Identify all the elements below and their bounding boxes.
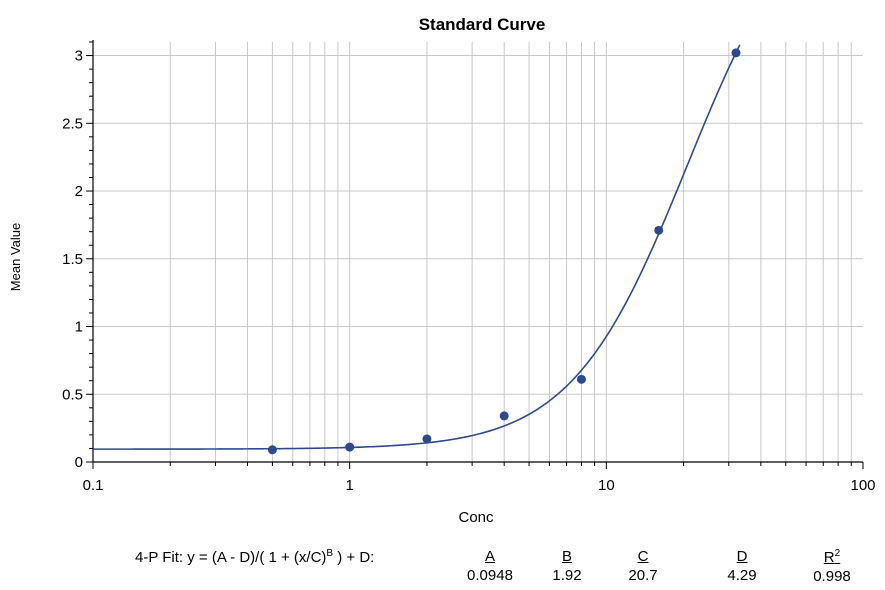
y-tick-label: 3 [75, 48, 83, 65]
param-c-name: C [637, 548, 649, 565]
param-r2-name: R2 [797, 548, 867, 566]
x-tick-label: 0.1 [83, 477, 104, 494]
grid-lines [93, 42, 863, 462]
x-tick-label: 100 [850, 477, 875, 494]
param-d-value: 4.29 [727, 567, 757, 584]
param-d-name: D [736, 548, 748, 565]
data-point [422, 434, 432, 444]
y-tick-label: 2.5 [62, 115, 83, 132]
param-r2-value: 0.998 [813, 568, 851, 585]
y-tick-label: 0.5 [62, 386, 83, 403]
param-r2-letter: R [823, 549, 835, 566]
y-tick-label: 0 [75, 454, 83, 471]
y-tick-label: 1 [75, 319, 83, 336]
data-point [345, 442, 355, 452]
param-b-value: 1.92 [552, 567, 582, 584]
data-point [654, 225, 664, 235]
data-point [576, 374, 586, 384]
data-point [731, 48, 741, 58]
param-d: D 4.29 [707, 548, 777, 584]
data-point [499, 411, 509, 421]
param-b: B 1.92 [532, 548, 602, 584]
param-a: A 0.0948 [455, 548, 525, 584]
fit-curve-layer [92, 44, 741, 450]
fit-equation: 4-P Fit: y = (A - D)/( 1 + (x/C)B ) + D: [135, 548, 374, 566]
data-point [267, 445, 277, 455]
param-a-value: 0.0948 [467, 567, 513, 584]
param-c-value: 20.7 [628, 567, 658, 584]
param-c: C 20.7 [608, 548, 678, 584]
param-a-name: A [484, 548, 495, 565]
param-r2: R2 0.998 [797, 548, 867, 585]
param-r2-exponent: 2 [834, 548, 841, 559]
fit-curve [92, 44, 741, 450]
axes: 0.1 1 10 100 0 0.5 1 1.5 2 2.5 3 [62, 40, 876, 494]
standard-curve-chart: Standard Curve 0.1 1 10 100 0 0.5 1 1.5 2 2.5 3 Co… [8, 15, 876, 526]
y-tick-label: 2 [75, 183, 83, 200]
x-tick-label: 1 [345, 477, 353, 494]
data-points [267, 48, 741, 455]
fit-parameters-panel: 4-P Fit: y = (A - D)/( 1 + (x/C)B ) + D:… [0, 548, 885, 588]
x-tick-label: 10 [598, 477, 615, 494]
x-axis-label: Conc [458, 509, 494, 526]
chart-title: Standard Curve [419, 15, 546, 34]
fit-equation-prefix: 4-P Fit: y = (A - D)/( 1 + (x/C) [135, 549, 327, 566]
param-b-name: B [561, 548, 572, 565]
y-tick-label: 1.5 [62, 251, 83, 268]
fit-equation-suffix: ) + D: [333, 549, 375, 566]
fit-equation-exponent: B [326, 548, 334, 559]
y-axis-label: Mean Value [8, 223, 23, 291]
